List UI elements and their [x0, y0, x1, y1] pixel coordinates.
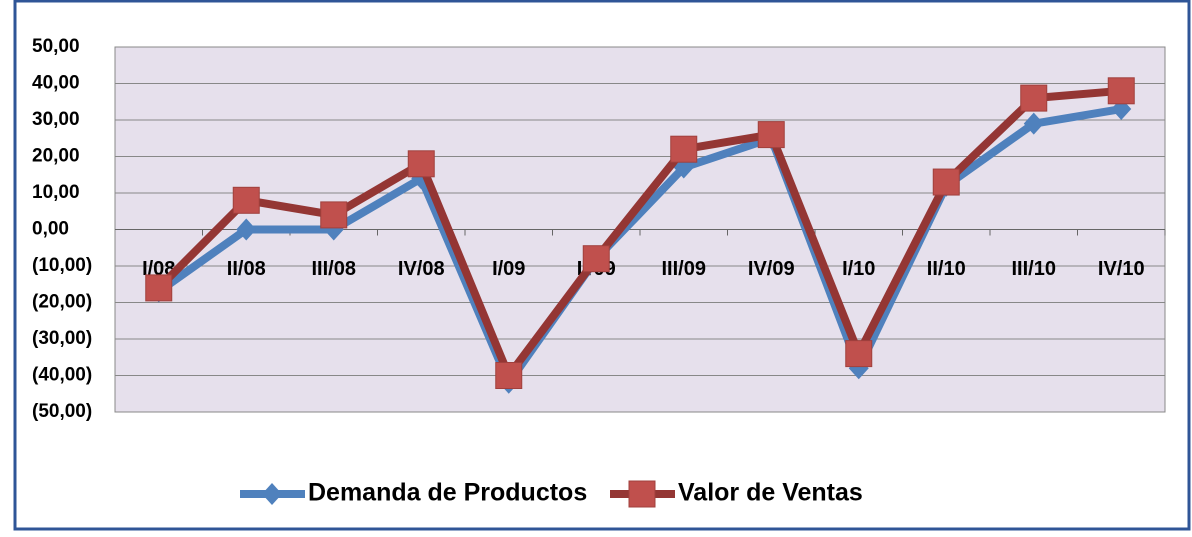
y-tick-label: (30,00) — [32, 328, 92, 349]
point — [320, 201, 348, 229]
x-tick-label: IV/09 — [748, 258, 795, 280]
y-tick-label: 30,00 — [32, 109, 80, 130]
series-line — [155, 86, 1122, 380]
x-tick-label: III/08 — [312, 258, 356, 280]
point — [932, 168, 960, 196]
y-tick-label: 20,00 — [32, 146, 80, 167]
point — [407, 150, 435, 178]
point — [1020, 84, 1048, 112]
point — [582, 245, 610, 273]
x-tick-label: III/09 — [662, 258, 706, 280]
legend-marker — [262, 483, 282, 505]
legend-marker — [628, 480, 656, 508]
y-tick-label: 50,00 — [32, 36, 80, 57]
legend-label: Valor de Ventas — [678, 479, 863, 507]
point — [1107, 77, 1135, 105]
x-tick-label: II/10 — [927, 258, 966, 280]
x-tick-label: IV/08 — [398, 258, 445, 280]
x-tick-label: III/10 — [1012, 258, 1056, 280]
x-tick-label: I/10 — [842, 258, 875, 280]
point — [757, 121, 785, 149]
y-tick-label: (40,00) — [32, 365, 92, 386]
x-tick-label: I/09 — [492, 258, 525, 280]
y-tick-label: 40,00 — [32, 73, 80, 94]
point — [670, 135, 698, 163]
point — [1023, 112, 1044, 135]
legend-label: Demanda de Productos — [308, 479, 587, 507]
x-tick-label: IV/10 — [1098, 258, 1145, 280]
y-tick-label: 10,00 — [32, 182, 80, 203]
y-tick-label: (20,00) — [32, 292, 92, 313]
y-tick-label: 0,00 — [32, 219, 69, 240]
x-tick-label: II/08 — [227, 258, 266, 280]
point — [145, 274, 173, 302]
point — [845, 340, 873, 368]
point — [495, 362, 523, 389]
point — [232, 186, 260, 214]
y-tick-label: (50,00) — [32, 401, 92, 422]
point — [236, 218, 257, 241]
series-line — [156, 105, 1122, 387]
y-tick-label: (10,00) — [32, 255, 92, 276]
